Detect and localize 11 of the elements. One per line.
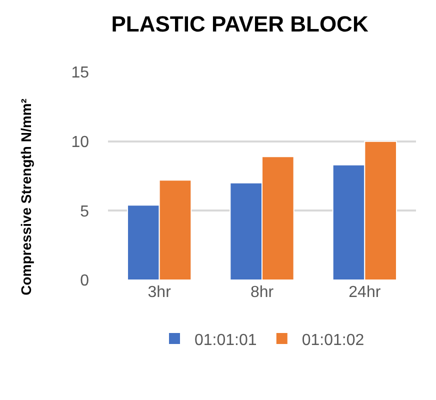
y-tick-label: 0 (80, 272, 90, 290)
y-tick-label: 10 (71, 134, 90, 151)
x-tick-label: 8hr (250, 284, 274, 301)
y-tick-label: 5 (80, 203, 90, 220)
x-tick-label: 24hr (348, 284, 382, 301)
x-tick-label: 3hr (148, 284, 172, 301)
legend-label: 01:01:02 (302, 332, 364, 349)
y-tick-label: 15 (71, 64, 90, 82)
legend-label: 01:01:01 (194, 332, 257, 349)
y-axis-title: Compressive Strength N/mm² (18, 98, 34, 296)
chart-title: PLASTIC PAVER BLOCK (111, 11, 368, 36)
